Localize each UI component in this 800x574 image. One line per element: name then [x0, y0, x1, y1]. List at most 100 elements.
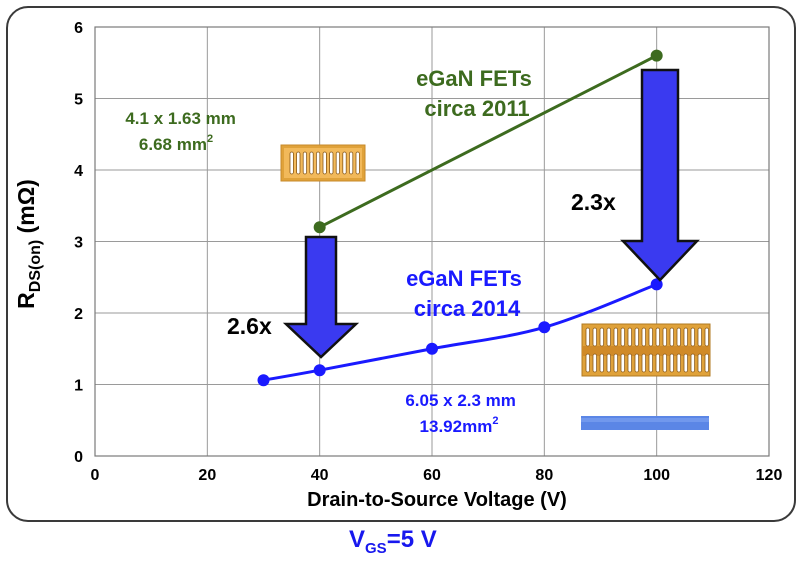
- data-point-series-1: [313, 221, 326, 234]
- reduction-label-40v: 2.6x: [227, 313, 272, 339]
- die-2014-finger: [669, 327, 674, 347]
- die-2014-finger: [620, 327, 625, 347]
- die-2014-finger: [613, 353, 618, 373]
- tick-labels: 0 20 40 60 80 100 120 0 1 2 3 4 5 6: [74, 20, 782, 484]
- die-2014-finger: [704, 327, 709, 347]
- die-2014-finger: [599, 353, 604, 373]
- vgs-main: V: [349, 526, 366, 553]
- die-2014-finger: [634, 327, 639, 347]
- die-2011-finger: [329, 151, 334, 175]
- die-size-2011-line2: 6.68 mm: [139, 135, 207, 154]
- series-label-2014-line1: eGaN FETs: [406, 266, 522, 291]
- series-line-1: [318, 54, 658, 229]
- reduction-label-100v: 2.3x: [571, 189, 616, 215]
- y-axis-title-main: R: [13, 292, 39, 309]
- die-photo-2014-back: [581, 416, 709, 430]
- die-2011-finger: [316, 151, 321, 175]
- series-label-2011: eGaN FETs circa 2011: [416, 66, 538, 121]
- die-2014-finger: [592, 327, 597, 347]
- die-2014-finger: [697, 353, 702, 373]
- die-2014-finger: [655, 353, 660, 373]
- die-2014-finger: [627, 353, 632, 373]
- die-2014-finger: [662, 327, 667, 347]
- data-point-series-2: [257, 374, 270, 387]
- die-size-2014-line2: 13.92mm: [420, 417, 493, 436]
- die-2011-finger: [322, 151, 327, 175]
- rdson-vs-voltage-chart: 0 20 40 60 80 100 120 0 1 2 3 4 5 6 Drain-to-Source V…: [13, 20, 782, 511]
- series-label-2014-line2: circa 2014: [414, 296, 521, 321]
- series-label-2011-line2: circa 2011: [424, 96, 529, 121]
- y-axis-title-sub: DS(on): [27, 240, 44, 292]
- die-2014-finger: [676, 327, 681, 347]
- die-size-2011: 4.1 x 1.63 mm 6.68 mm2: [125, 109, 240, 154]
- die-2014-finger: [648, 353, 653, 373]
- x-tick-label: 40: [311, 467, 329, 484]
- data-point-series-2: [426, 342, 438, 355]
- plot-area-border: [94, 26, 770, 457]
- die-size-2014-sup: 2: [492, 415, 498, 427]
- data-point-series-2: [313, 364, 326, 377]
- y-axis-title-tail: (mΩ): [13, 179, 39, 240]
- die-2014-finger: [606, 327, 611, 347]
- die-2014-finger: [662, 353, 667, 373]
- die-2014-finger: [641, 327, 646, 347]
- x-tick-label: 80: [535, 467, 553, 484]
- die-2014-finger: [613, 327, 618, 347]
- die-2011-finger: [355, 151, 360, 175]
- reduction-arrow-100v: [620, 68, 700, 282]
- y-tick-label: 4: [74, 163, 83, 180]
- die-2014-finger: [627, 327, 632, 347]
- die-2014-finger: [599, 327, 604, 347]
- die-2014-finger: [641, 353, 646, 373]
- die-2014-finger: [620, 353, 625, 373]
- y-tick-label: 2: [74, 306, 83, 323]
- die-2014-finger: [669, 353, 674, 373]
- series-label-2014: eGaN FETs circa 2014: [406, 266, 528, 321]
- die-size-2014-line1: 6.05 x 2.3 mm: [405, 391, 516, 410]
- vgs-tail: =5 V: [386, 526, 437, 553]
- die-2014-finger: [585, 353, 590, 373]
- die-2014-finger: [655, 327, 660, 347]
- x-axis-title: Drain-to-Source Voltage (V): [307, 489, 567, 511]
- x-tick-label: 20: [198, 467, 216, 484]
- series-layer: [257, 49, 663, 387]
- die-2011-finger: [296, 151, 301, 175]
- die-2011-finger: [349, 151, 354, 175]
- die-size-2014: 6.05 x 2.3 mm 13.92mm2: [405, 391, 520, 436]
- vgs-sub: GS: [365, 539, 387, 557]
- x-tick-label: 0: [91, 467, 100, 484]
- vgs-condition-label: VGS=5 V: [349, 526, 437, 557]
- die-2014-finger: [585, 327, 590, 347]
- y-tick-label: 0: [74, 449, 83, 466]
- chart-frame: 0 20 40 60 80 100 120 0 1 2 3 4 5 6 Drain-to-Source V…: [6, 6, 796, 522]
- x-tick-label: 60: [423, 467, 441, 484]
- reduction-arrow-40v: [282, 235, 360, 359]
- y-tick-label: 3: [74, 235, 83, 252]
- die-photo-2011: [280, 144, 366, 182]
- die-2011-finger: [302, 151, 308, 175]
- x-tick-label: 100: [643, 467, 670, 484]
- x-tick-label: 120: [756, 467, 783, 484]
- die-2014-finger: [606, 353, 611, 373]
- die-photo-2014: [581, 323, 711, 377]
- die-2011-finger: [335, 151, 341, 175]
- die-2014-finger: [704, 353, 709, 373]
- die-2011-finger: [289, 151, 294, 175]
- die-2014-finger: [676, 353, 681, 373]
- die-2014-finger: [648, 327, 653, 347]
- die-size-2011-line1: 4.1 x 1.63 mm: [125, 109, 236, 128]
- die-2011-finger: [342, 151, 347, 175]
- y-tick-label: 1: [74, 378, 83, 395]
- y-axis-title: RDS(on) (mΩ): [13, 179, 44, 309]
- die-2014-finger: [634, 353, 639, 373]
- series-label-2011-line1: eGaN FETs: [416, 66, 532, 91]
- die-2014-finger: [683, 353, 688, 373]
- die-2014-finger: [683, 327, 688, 347]
- die-2014-finger: [592, 353, 597, 373]
- die-2014-finger: [690, 353, 695, 373]
- die-2011-finger: [309, 151, 314, 175]
- y-tick-label: 5: [74, 92, 83, 109]
- data-point-series-2: [538, 321, 551, 334]
- data-point-series-1: [650, 49, 663, 62]
- die-2014-finger: [697, 327, 702, 347]
